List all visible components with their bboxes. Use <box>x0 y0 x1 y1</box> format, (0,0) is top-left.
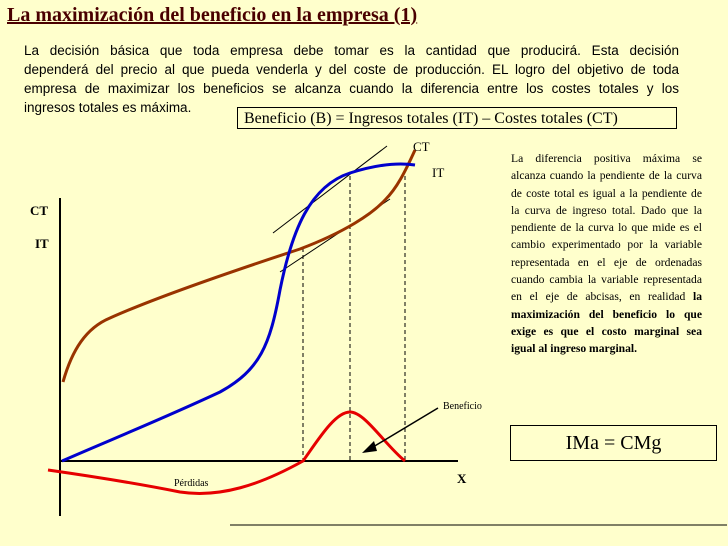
ct-curve-label: CT <box>413 139 430 154</box>
profit-formula-box: Beneficio (B) = Ingresos totales (IT) – … <box>237 107 677 129</box>
explanation-text: La diferencia positiva máxima se alcanza… <box>511 150 702 358</box>
benefit-curve <box>47 410 406 495</box>
explanation-bold: la maximización del beneficio lo que exi… <box>511 290 702 356</box>
intro-line: ingresos totales es máxima. <box>24 100 192 115</box>
ct-curve <box>61 149 417 383</box>
slide-title: La maximización del beneficio en la empr… <box>7 4 418 26</box>
it-curve <box>61 162 416 463</box>
benefit-arrow <box>367 407 439 451</box>
benefit-label: Beneficio <box>443 401 482 412</box>
benefit-arrowhead <box>362 441 377 453</box>
intro-line: dependerá del precio al que pueda vender… <box>24 62 679 77</box>
intro-line: empresa de maximizar los beneficios se a… <box>24 81 679 96</box>
intro-line: La decisión básica que toda empresa debe… <box>24 43 679 58</box>
it-curve-label: IT <box>432 165 445 180</box>
marginal-equation-box: IMa = CMg <box>510 425 717 461</box>
y-axis-label-ct: CT <box>30 203 49 218</box>
losses-label: Pérdidas <box>174 478 209 489</box>
explanation-plain: La diferencia positiva máxima se alcanza… <box>511 152 702 304</box>
tangent-line-it <box>272 145 388 234</box>
y-axis-label-it: IT <box>35 236 49 251</box>
intro-paragraph: La decisión básica que toda empresa debe… <box>24 41 679 117</box>
x-axis-label: X <box>457 471 467 486</box>
